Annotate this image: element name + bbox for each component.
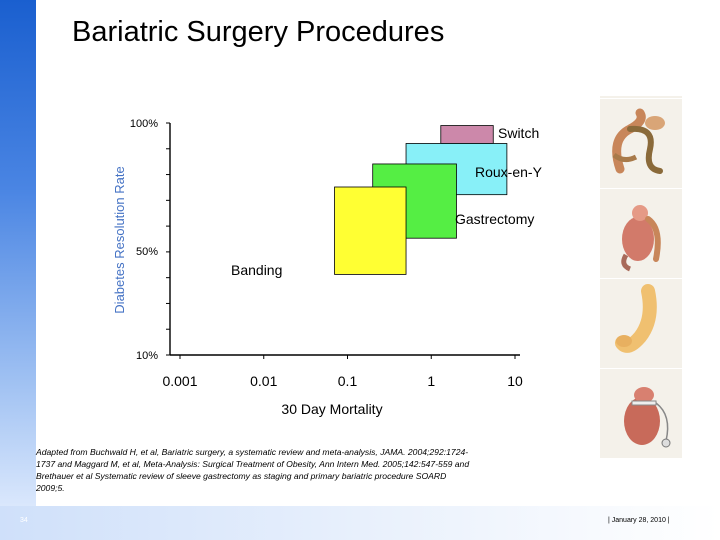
y-axis-title: Diabetes Resolution Rate	[112, 166, 127, 313]
series-label-switch: Switch	[498, 125, 539, 141]
x-axis-title: 30 Day Mortality	[281, 401, 382, 417]
y-tick-label: 100%	[130, 118, 158, 130]
roux-en-y-icon	[600, 188, 682, 275]
x-tick-label: 0.001	[162, 373, 197, 389]
gastric-banding-icon	[600, 368, 682, 455]
y-tick-label: 50%	[136, 246, 158, 258]
citation-text: Adapted from Buchwald H, et al, Bariatri…	[36, 447, 470, 493]
x-tick-label: 0.01	[250, 373, 277, 389]
duodenal-switch-icon	[600, 98, 682, 185]
footer-band	[0, 506, 720, 540]
page-number: 34	[20, 517, 28, 524]
page-title: Bariatric Surgery Procedures	[72, 16, 445, 48]
sidebar-band	[0, 0, 36, 540]
series-label-banding: Banding	[231, 262, 282, 278]
series-rect-banding	[334, 186, 407, 275]
chart: Switch Roux-en-Y Gastrectomy Banding 10% 50% 1…	[112, 118, 543, 417]
y-tick-label: 10%	[136, 350, 158, 362]
x-tick-label: 0.1	[338, 373, 358, 389]
series-rect-switch	[440, 125, 494, 144]
x-tick-label: 10	[507, 373, 523, 389]
footer-date: | January 28, 2010 |	[608, 517, 670, 524]
x-tick-label: 1	[427, 373, 435, 389]
sleeve-gastrectomy-icon	[600, 278, 682, 365]
series-label-roux-en-y: Roux-en-Y	[475, 164, 543, 180]
series-label-gastrectomy: Gastrectomy	[455, 211, 534, 227]
